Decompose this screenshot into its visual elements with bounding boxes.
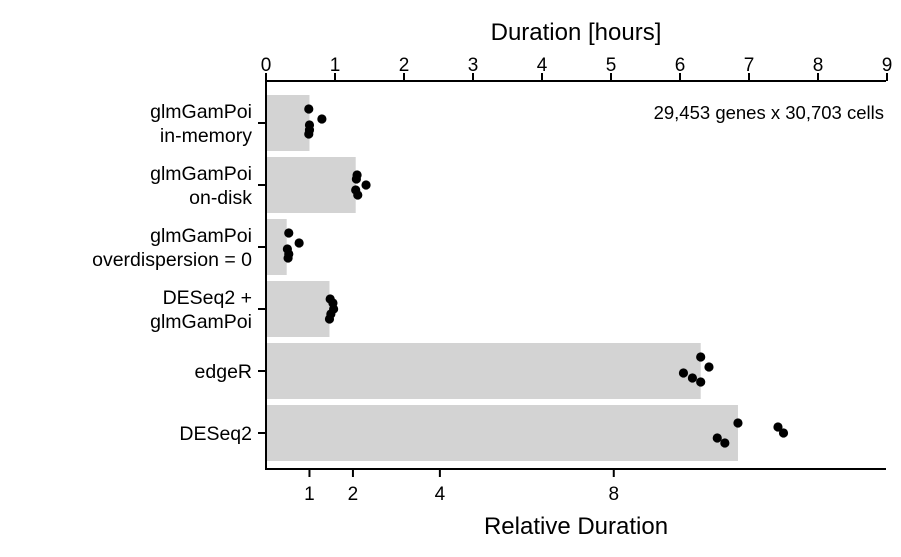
bottom-tick-label: 8 [608, 484, 619, 505]
category-label-line: glmGamPoi [150, 311, 252, 333]
bottom-axis-title: Relative Duration [484, 513, 668, 540]
replicate-point [317, 114, 327, 124]
bottom-tick-label: 2 [348, 484, 359, 505]
bar [267, 157, 356, 213]
category-label: DESeq2 [179, 423, 252, 445]
replicate-point [294, 238, 304, 248]
category-label-line: DESeq2 + [163, 287, 252, 309]
replicate-points [282, 104, 789, 448]
replicate-point [328, 298, 338, 308]
category-label-line: DESeq2 [179, 423, 252, 445]
bars [267, 95, 738, 461]
top-tick-label: 9 [882, 55, 893, 76]
category-label-line: glmGamPoi [150, 225, 252, 247]
replicate-point [284, 228, 294, 238]
category-label-line: glmGamPoi [150, 163, 252, 185]
replicate-point [304, 129, 314, 139]
replicate-point [773, 422, 783, 432]
category-label: DESeq2 + glmGamPoi [150, 287, 252, 333]
category-label-line: on-disk [189, 187, 252, 209]
replicate-point [324, 314, 335, 324]
bottom-tick-label: 1 [304, 484, 315, 505]
replicate-point [353, 190, 363, 200]
replicate-point [712, 433, 722, 443]
category-label-line: glmGamPoi [150, 101, 252, 123]
replicate-point [733, 418, 743, 428]
replicate-point [696, 352, 706, 362]
category-label-line: in-memory [160, 125, 252, 147]
bar [267, 219, 287, 275]
category-label: glmGamPoi on-disk [150, 163, 252, 209]
category-label: edgeR [195, 361, 252, 383]
category-label-line: overdispersion = 0 [92, 249, 252, 271]
top-tick-label: 7 [744, 55, 755, 76]
bar [267, 281, 330, 337]
replicate-point [304, 104, 314, 114]
top-tick-label: 1 [330, 55, 341, 76]
bar [267, 343, 701, 399]
dataset-size-annotation: 29,453 genes x 30,703 cells [654, 102, 884, 123]
bottom-axis-ticks: 1 2 4 8 [304, 469, 619, 505]
top-tick-label: 3 [468, 55, 479, 76]
top-axis-title: Duration [hours] [491, 19, 662, 46]
replicate-point [720, 438, 730, 448]
bar [267, 405, 738, 461]
replicate-point [283, 253, 293, 263]
replicate-point [778, 428, 789, 438]
top-tick-label: 6 [675, 55, 686, 76]
replicate-point [361, 180, 371, 190]
replicate-point [687, 373, 698, 383]
replicate-point [678, 368, 689, 378]
top-tick-label: 5 [606, 55, 617, 76]
category-label-line: edgeR [195, 361, 252, 383]
bottom-tick-label: 4 [435, 484, 446, 505]
top-tick-label: 2 [399, 55, 410, 76]
top-axis-ticks: 0 1 2 3 4 5 6 7 8 9 [261, 55, 893, 81]
bar [267, 95, 310, 151]
top-tick-label: 0 [261, 55, 272, 76]
top-tick-label: 8 [813, 55, 824, 76]
replicate-point [696, 377, 706, 387]
replicate-point [704, 362, 714, 372]
category-label: glmGamPoi in-memory [150, 101, 252, 147]
top-tick-label: 4 [537, 55, 548, 76]
replicate-point [351, 174, 361, 184]
category-label: glmGamPoi overdispersion = 0 [92, 225, 252, 271]
